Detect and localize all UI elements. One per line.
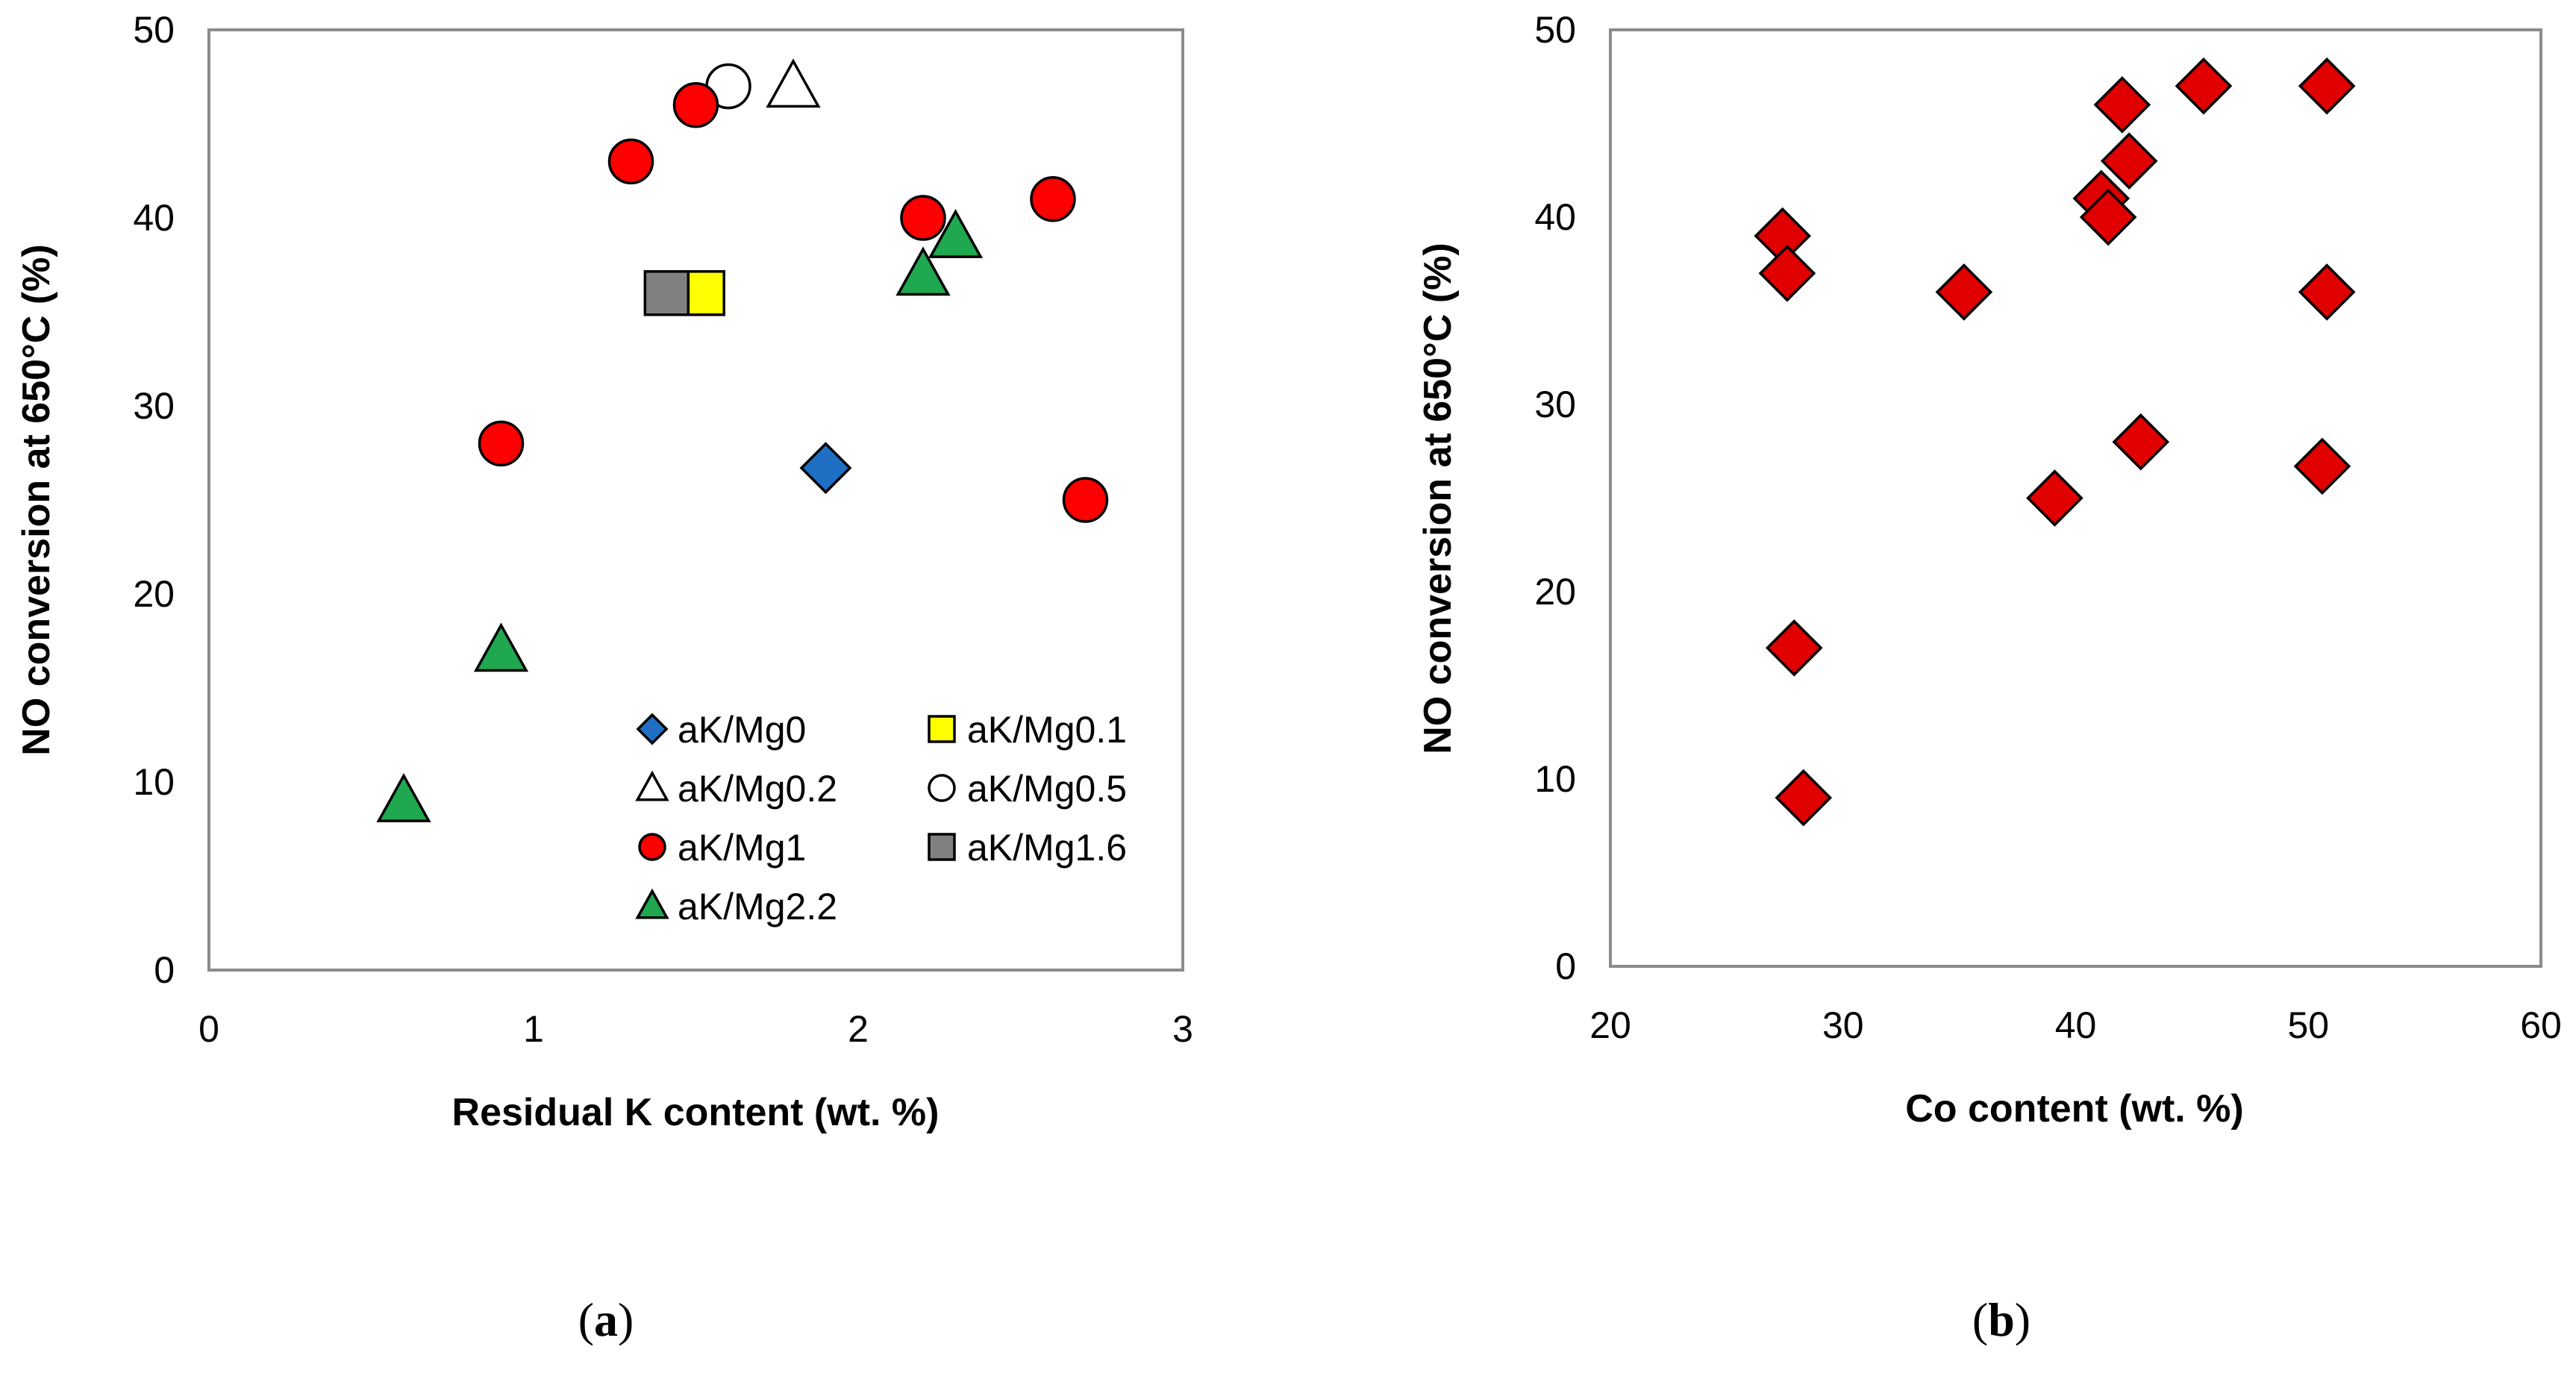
- legend-label: aK/Mg1: [678, 827, 806, 869]
- y-tick-label: 40: [1534, 196, 1576, 238]
- data-point: [643, 270, 690, 316]
- y-tick-label: 30: [133, 385, 175, 427]
- legend-marker: [636, 713, 669, 745]
- data-point: [672, 82, 719, 128]
- data-point: [473, 622, 529, 672]
- x-tick-label: 0: [198, 1008, 219, 1050]
- x-tick-labels: 20 30 40 50 60: [1589, 1004, 2562, 1046]
- data-point: [1758, 244, 1816, 302]
- x-tick-label: 50: [2287, 1004, 2329, 1046]
- legend-item: aK/Mg2.2: [635, 886, 837, 928]
- data-point: [2026, 469, 2083, 527]
- y-tick-label: 0: [154, 949, 175, 991]
- x-tick-label: 30: [1822, 1004, 1864, 1046]
- legend-item: aK/Mg0.2: [635, 768, 837, 810]
- data-point: [2298, 263, 2356, 321]
- data-point: [2079, 188, 2137, 246]
- y-tick-label: 50: [133, 9, 175, 51]
- panel-label-a: a: [594, 1293, 618, 1346]
- x-tick-label: 1: [523, 1008, 544, 1050]
- y-tick-label: 20: [1534, 571, 1576, 613]
- y-tick-label: 10: [1534, 758, 1576, 800]
- legend-label: aK/Mg0: [678, 709, 806, 751]
- data-point: [799, 442, 852, 495]
- data-point: [2293, 437, 2351, 495]
- data-point: [2093, 76, 2151, 134]
- data-point: [478, 420, 525, 467]
- data-points: [376, 58, 1109, 822]
- plot-area-frame: [1609, 28, 2542, 968]
- legend-marker: [635, 888, 669, 919]
- y-tick-label: 0: [1555, 945, 1576, 987]
- y-tick-labels: 0 10 20 30 40 50: [133, 9, 175, 991]
- x-tick-label: 2: [848, 1008, 869, 1050]
- legend-label: aK/Mg0.1: [967, 709, 1127, 751]
- data-point: [2298, 57, 2356, 115]
- legend-item: aK/Mg0.1: [928, 709, 1127, 751]
- data-point: [2112, 413, 2170, 471]
- legend-label: aK/Mg0.2: [678, 768, 837, 810]
- legend-item: aK/Mg1: [638, 827, 806, 869]
- legend-marker: [635, 770, 669, 801]
- y-tick-label: 20: [133, 573, 175, 615]
- data-point: [1030, 176, 1076, 222]
- legend-label: aK/Mg0.5: [967, 768, 1127, 810]
- legend-marker: [928, 715, 956, 743]
- data-points: [1754, 57, 2356, 827]
- y-axis-label: NO conversion at 650°C (%): [15, 244, 58, 755]
- legend: aK/Mg0 aK/Mg0.1 aK/Mg0.2 aK/Mg0.5 aK/Mg1 aK/M…: [635, 709, 1127, 928]
- data-point: [1775, 769, 1833, 827]
- y-tick-label: 30: [1534, 384, 1576, 425]
- legend-item: aK/Mg1.6: [928, 827, 1127, 869]
- panel-caption-b: (b): [1972, 1293, 2031, 1346]
- data-point: [2100, 132, 2158, 190]
- data-point: [928, 208, 984, 258]
- data-point: [2175, 57, 2233, 115]
- plot-area-frame: [207, 28, 1184, 972]
- x-tick-label: 60: [2520, 1004, 2562, 1046]
- x-tick-labels: 0 1 2 3: [198, 1008, 1193, 1050]
- data-point: [766, 58, 821, 108]
- x-tick-label: 20: [1589, 1004, 1631, 1046]
- x-axis-label: Co content (wt. %): [1905, 1087, 2244, 1130]
- x-tick-label: 40: [2055, 1004, 2097, 1046]
- chart-panel-b: 0 10 20 30 40 50 20 30 40 50 60 Co content (wt. %…: [1416, 9, 2562, 1346]
- y-tick-labels: 0 10 20 30 40 50: [1534, 9, 1576, 987]
- data-point: [900, 195, 946, 241]
- panel-caption-a: (a): [578, 1293, 634, 1346]
- legend-marker: [638, 833, 666, 861]
- data-point: [895, 246, 951, 296]
- legend-label: aK/Mg1.6: [967, 827, 1127, 869]
- y-tick-label: 10: [133, 761, 175, 803]
- legend-item: aK/Mg0: [636, 709, 806, 751]
- y-tick-label: 50: [1534, 9, 1576, 51]
- legend-marker: [928, 774, 956, 802]
- x-axis-label: Residual K content (wt. %): [452, 1091, 940, 1134]
- data-point: [376, 772, 431, 822]
- legend-item: aK/Mg0.5: [928, 768, 1127, 810]
- y-tick-label: 40: [133, 197, 175, 239]
- data-point: [1935, 263, 1993, 321]
- data-point: [607, 138, 654, 185]
- legend-label: aK/Mg2.2: [678, 886, 837, 928]
- data-point: [1062, 477, 1109, 523]
- y-axis-label: NO conversion at 650°C (%): [1416, 243, 1460, 754]
- panel-label-b: b: [1988, 1293, 2015, 1346]
- data-point: [1765, 619, 1823, 677]
- x-tick-label: 3: [1172, 1008, 1193, 1050]
- legend-marker: [928, 833, 956, 861]
